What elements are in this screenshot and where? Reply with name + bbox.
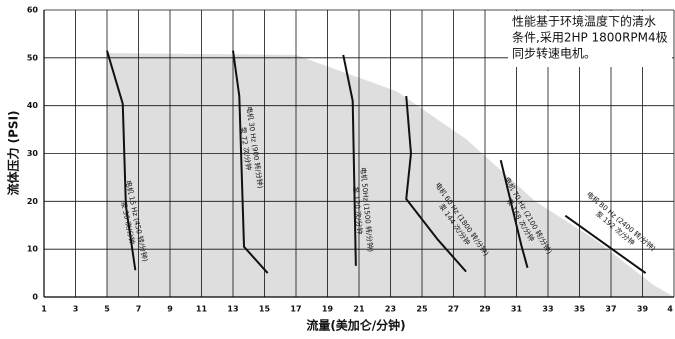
x-tick-label: 19 xyxy=(322,305,334,314)
x-tick-label: 27 xyxy=(448,305,459,314)
pump-curve xyxy=(499,159,529,269)
pump-curve xyxy=(106,50,137,271)
y-tick-label: 40 xyxy=(27,101,39,110)
x-axis-title: 流量(美加仑/分钟) xyxy=(306,318,405,333)
note-text: 同步转速电机。 xyxy=(512,46,596,61)
pump-curve xyxy=(564,214,647,274)
pump-curve xyxy=(405,96,467,273)
x-tick-label: 7 xyxy=(136,305,142,314)
x-tick-label: 1 xyxy=(41,305,47,314)
pump-curve xyxy=(232,50,269,274)
x-tick-label: 11 xyxy=(196,305,208,314)
x-tick-label: 17 xyxy=(290,305,301,314)
x-tick-label: 5 xyxy=(104,305,110,314)
y-tick-label: 20 xyxy=(27,197,39,206)
x-tick-label: 37 xyxy=(605,305,616,314)
x-tick-label: 21 xyxy=(353,305,365,314)
x-tick-label: 29 xyxy=(479,305,491,314)
pump-curve xyxy=(342,54,357,266)
note-text: 性能基于环境温度下的清水 xyxy=(512,14,656,29)
y-tick-label: 50 xyxy=(27,53,39,62)
x-tick-label: 25 xyxy=(416,305,428,314)
x-tick-label: 35 xyxy=(574,305,586,314)
y-tick-label: 60 xyxy=(27,6,39,15)
curve-label: 泵 120 次/分钟 xyxy=(351,186,364,235)
x-tick-label: 23 xyxy=(385,305,396,314)
y-axis-title: 流体压力 (PSI) xyxy=(6,110,21,195)
x-tick-label: 4 xyxy=(667,305,673,314)
x-tick-label: 15 xyxy=(259,305,271,314)
y-tick-label: 30 xyxy=(27,149,39,158)
x-tick-label: 9 xyxy=(167,305,173,314)
y-tick-label: 0 xyxy=(32,293,38,302)
x-tick-label: 39 xyxy=(637,305,649,314)
y-tick-label: 10 xyxy=(27,245,39,254)
note-text: 条件,采用2HP 1800RPM4极 xyxy=(512,31,668,45)
x-tick-label: 13 xyxy=(227,305,238,314)
x-tick-label: 31 xyxy=(511,305,523,314)
note-box xyxy=(508,11,672,67)
x-tick-label: 33 xyxy=(542,305,553,314)
x-tick-label: 3 xyxy=(73,305,79,314)
